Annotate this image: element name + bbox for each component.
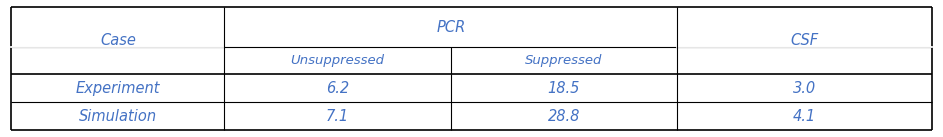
Text: Suppressed: Suppressed [525,54,603,67]
Text: 28.8: 28.8 [548,109,580,124]
Text: Experiment: Experiment [75,81,160,96]
Text: CSF: CSF [790,33,819,48]
Text: Simulation: Simulation [79,109,157,124]
Text: Unsuppressed: Unsuppressed [290,54,385,67]
Text: 7.1: 7.1 [326,109,349,124]
Text: 3.0: 3.0 [793,81,816,96]
Text: Case: Case [100,33,136,48]
Text: 4.1: 4.1 [793,109,816,124]
Text: PCR: PCR [436,20,466,35]
Text: 18.5: 18.5 [548,81,580,96]
Text: 6.2: 6.2 [326,81,349,96]
